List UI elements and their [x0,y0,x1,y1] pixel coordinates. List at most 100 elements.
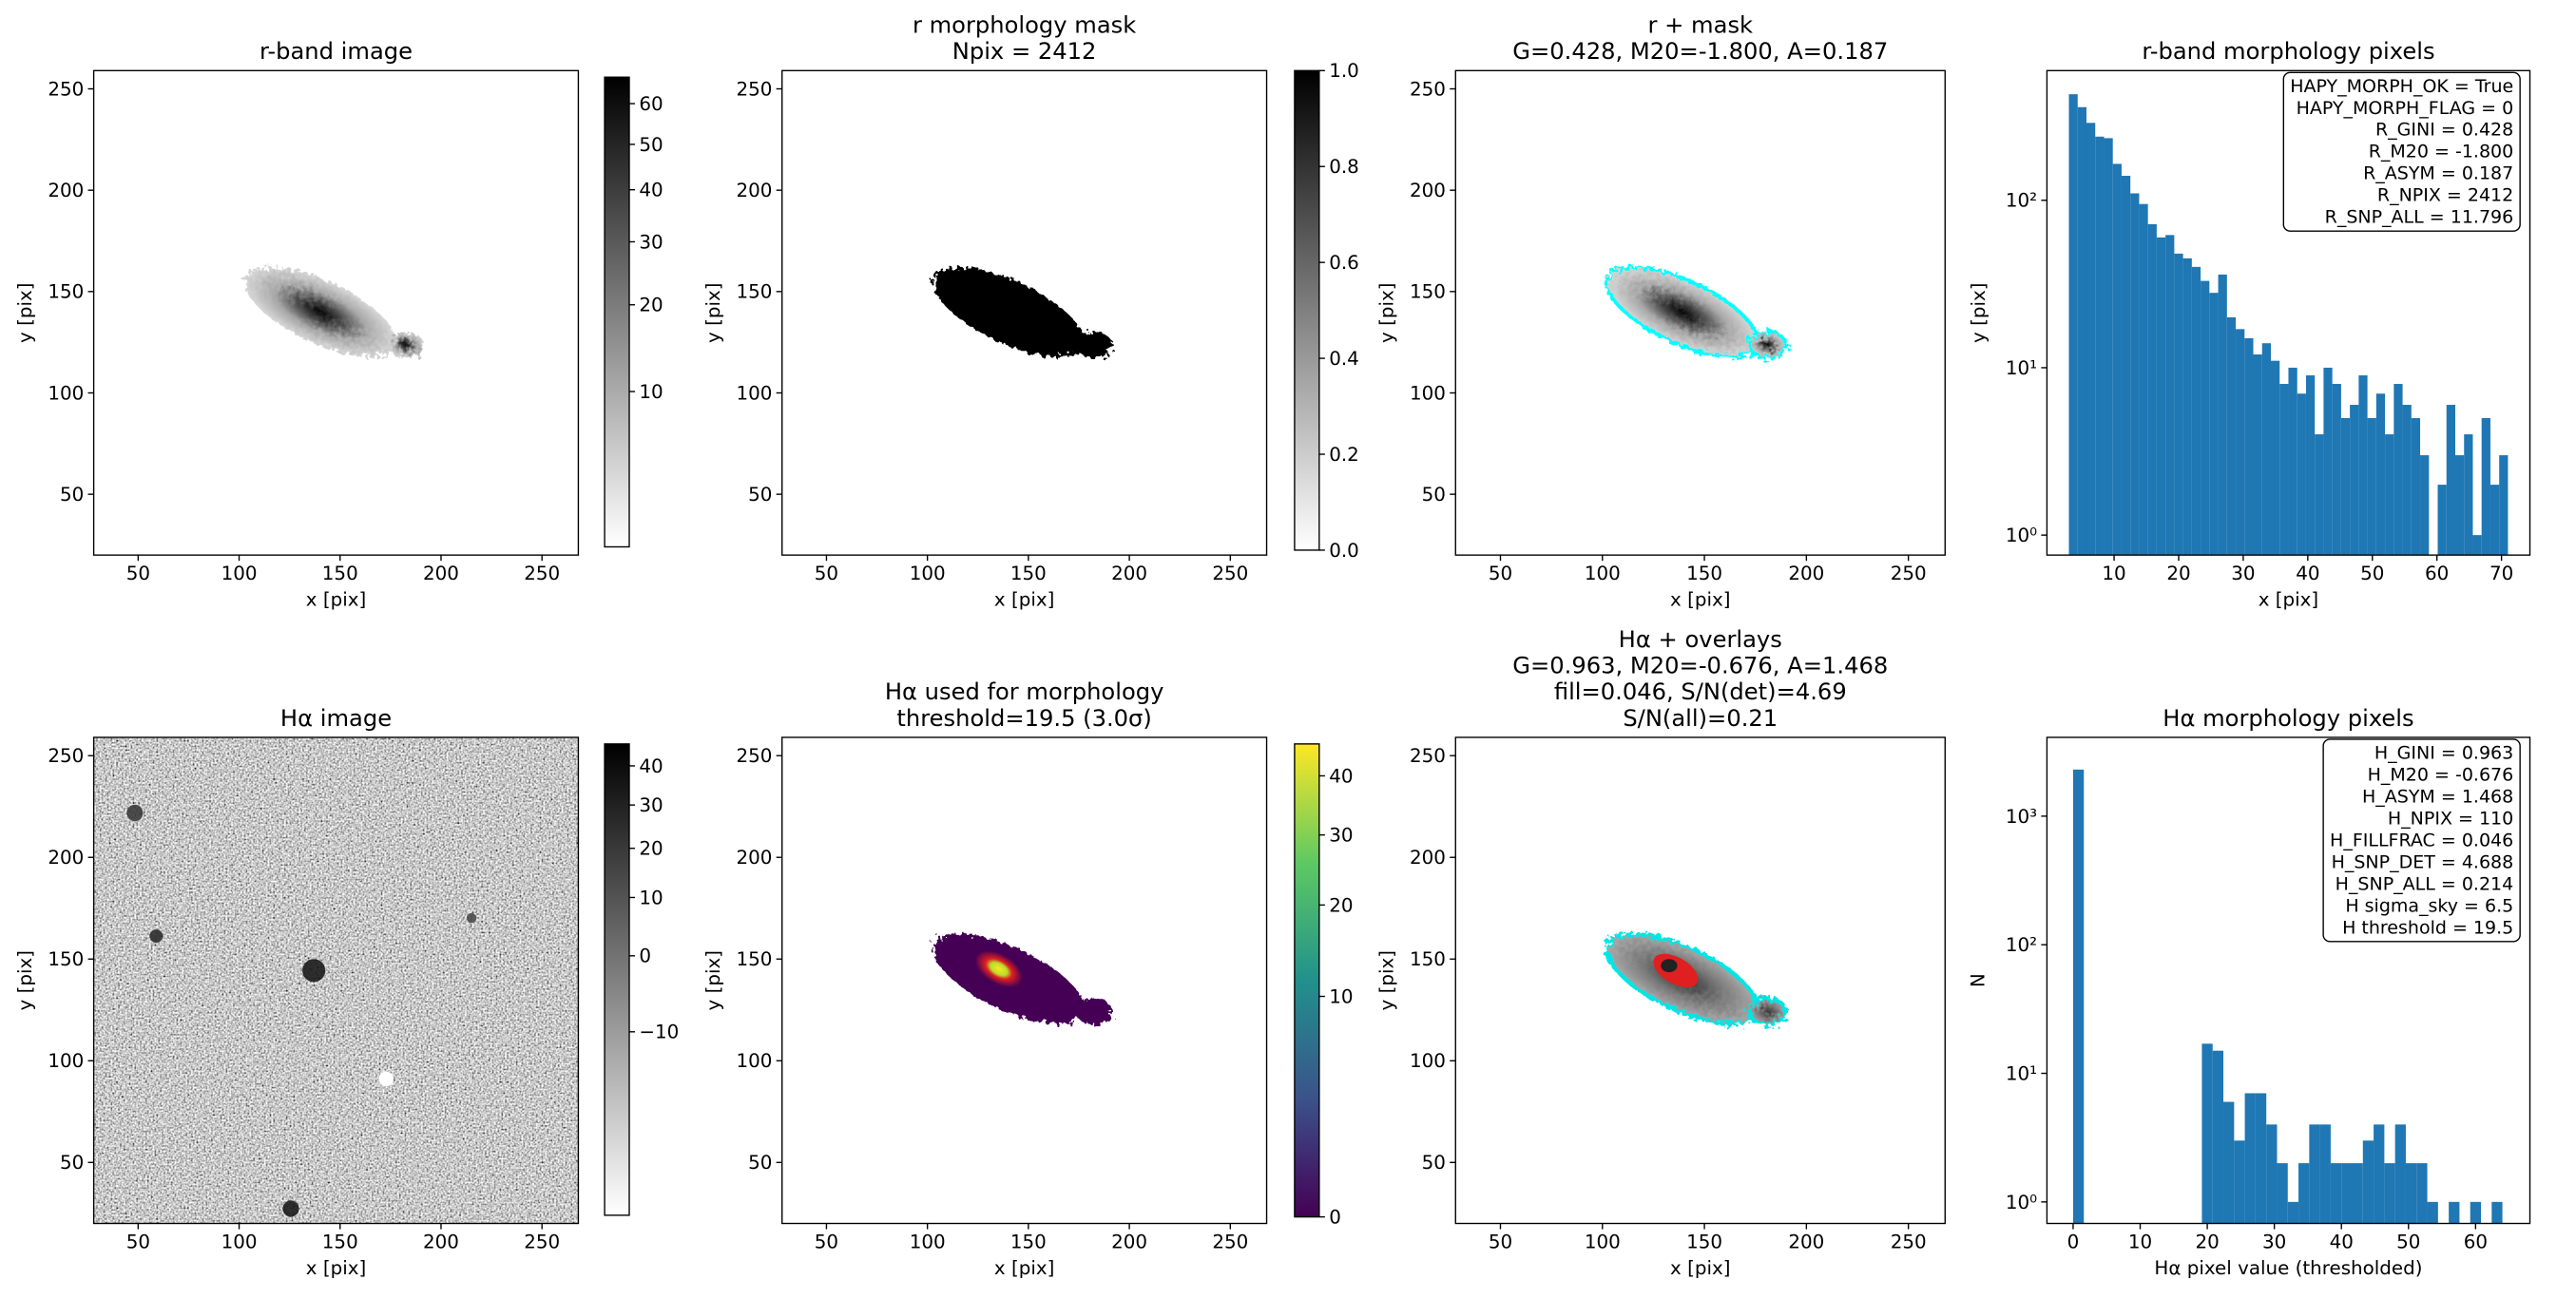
y-tick-label: 100 [1410,382,1446,404]
source-spot [466,912,477,924]
bar [2446,405,2455,556]
x-tick-label: 200 [1111,1231,1147,1252]
bar [2218,274,2227,556]
x-tick-label: 150 [322,563,358,584]
x-tick-label: 150 [1010,563,1047,584]
bar [2309,1124,2320,1224]
bar [2226,316,2237,556]
panel-title: Hα + overlays [1619,626,1782,653]
bar [2104,138,2113,556]
colorbar-tick-label: 0 [639,946,651,967]
y-tick-label: 250 [48,78,84,100]
x-axis-label: x [pix] [994,1257,1054,1279]
core-peak [1661,959,1678,973]
plot-area [2068,94,2509,556]
y-tick-label: 100 [736,1050,772,1072]
y-tick-label: 10³ [2006,806,2037,828]
x-tick-label: 250 [524,563,560,584]
bar [2464,434,2473,556]
panel-title: Hα image [280,705,392,732]
x-tick-label: 60 [2464,1231,2488,1252]
bar [2086,123,2096,556]
x-tick-label: 150 [1686,1231,1722,1252]
annotation-line: HAPY_MORPH_FLAG = 0 [2297,98,2514,119]
y-tick-label: 150 [736,281,772,303]
y-tick-label: 200 [1410,847,1446,869]
bar [2255,1093,2267,1224]
axes-frame [92,736,580,1225]
bar [2279,384,2289,556]
annotation-line: R_SNP_ALL = 11.796 [2325,207,2514,228]
bar [2095,136,2105,556]
plot-area [2072,769,2503,1224]
x-tick-label: 100 [910,1231,946,1252]
panel-title: Hα morphology pixels [2163,705,2413,732]
bar [2394,1124,2406,1224]
bar [2393,384,2403,556]
galaxy-tail [1076,998,1113,1025]
colorbar-tick-label: 30 [639,794,663,816]
x-tick-label: 20 [2195,1231,2219,1252]
bar [2454,455,2465,556]
colorbar [604,76,630,548]
panel-title: r morphology mask [913,12,1136,39]
noise-image [93,736,579,1224]
bar [2315,434,2324,556]
y-axis-label: N [1968,973,1990,987]
bar [2130,193,2140,556]
panel-title: Npix = 2412 [952,38,1097,65]
x-tick-label: 100 [1585,563,1621,584]
annotation-background [2322,738,2521,943]
bar [2358,375,2368,556]
plot-area [932,933,1113,1025]
bar [2489,485,2500,556]
y-axis-label: y [pix] [1968,282,1990,342]
y-tick-label: 250 [736,745,772,767]
x-tick-label: 150 [1010,1231,1047,1252]
bar [2234,1140,2245,1224]
y-tick-label: 10⁰ [2006,1192,2037,1213]
galaxy [1605,265,1788,360]
bar [2261,343,2271,556]
y-axis-label: y [pix] [702,950,724,1010]
bar [2266,1124,2278,1224]
colorbar-tick-label: −10 [639,1022,679,1043]
panel-title: r-band morphology pixels [2142,38,2434,65]
annotation-line: H_M20 = -0.676 [2368,764,2514,785]
bar [2244,1093,2256,1224]
x-tick-label: 200 [423,563,459,584]
y-tick-label: 250 [736,78,772,100]
y-tick-label: 150 [1410,281,1446,303]
galaxy-tail [387,332,424,358]
panel-title: G=0.428, M20=-1.800, A=0.187 [1512,38,1888,65]
colorbar-tick-label: 0.6 [1329,252,1359,274]
x-tick-label: 70 [2489,563,2513,584]
colorbar [604,743,630,1216]
colorbar-tick-label: 60 [639,93,663,115]
x-tick-label: 100 [221,1231,258,1252]
galaxy-tail [1747,996,1788,1027]
colorbar-tick-label: 10 [1329,985,1353,1007]
y-tick-label: 100 [48,1050,84,1072]
x-tick-label: 10 [2102,563,2125,584]
x-axis-label: x [pix] [306,589,366,611]
bar [2374,1124,2385,1224]
colorbar-tick-label: 0.0 [1329,540,1359,562]
y-tick-label: 200 [1410,180,1446,201]
bar [2420,455,2430,556]
y-tick-label: 200 [48,180,84,201]
colorbar-tick-label: 20 [639,295,663,316]
y-tick-label: 250 [1410,745,1446,767]
axes-frame [2046,69,2531,556]
bar [2072,769,2085,1224]
x-axis-label: Hα pixel value (thresholded) [2154,1257,2422,1279]
x-tick-label: 20 [2166,563,2190,584]
galaxy-tail [1076,332,1113,358]
panel-title: Hα used for morphology [885,678,1164,705]
bar [2209,293,2219,556]
bar [2077,106,2086,556]
x-tick-label: 50 [126,563,150,584]
x-axis-label: x [pix] [1670,1257,1730,1279]
